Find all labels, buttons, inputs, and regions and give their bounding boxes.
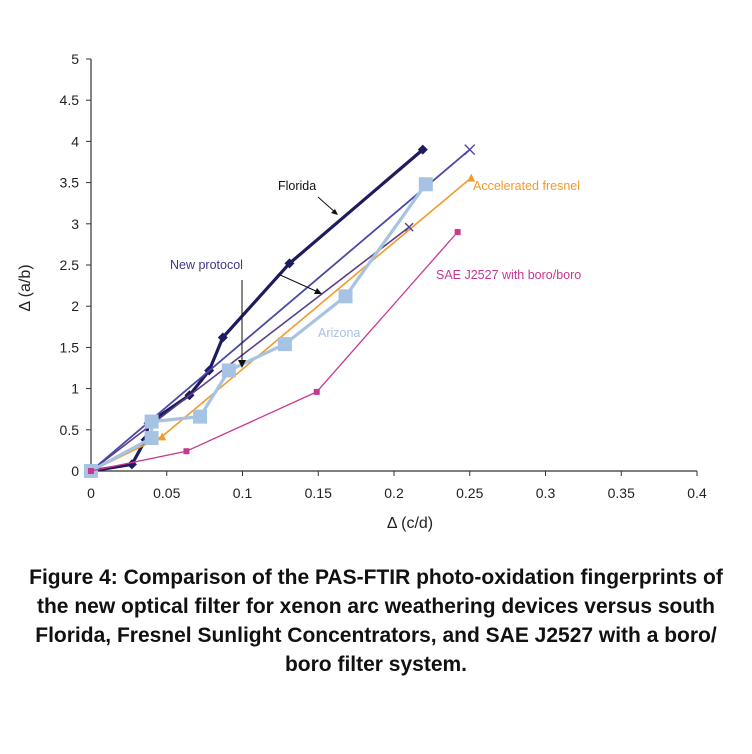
annotation-new-protocol-arrowhead-right xyxy=(314,288,322,294)
data-point-arizona xyxy=(221,363,236,378)
x-tick-label: 0.15 xyxy=(305,485,332,501)
chart-series xyxy=(84,144,476,478)
y-tick-label: 3.5 xyxy=(60,175,80,191)
annotation-new-protocol-arrow-right xyxy=(277,273,319,293)
data-point-sae-j2527-with-boro-boro xyxy=(88,468,94,474)
x-tick-label: 0.2 xyxy=(384,485,404,501)
data-point-florida xyxy=(217,332,228,343)
y-tick-label: 0 xyxy=(71,463,79,479)
x-tick-label: 0 xyxy=(87,485,95,501)
y-tick-label: 4.5 xyxy=(60,92,80,108)
y-tick-label: 3 xyxy=(71,216,79,232)
y-tick-label: 2 xyxy=(71,298,79,314)
chart-ticks: 0 0.05 0.1 0.15 0.2 0.25 0.3 0.35 0.4 0 0.5 1 1.5 2 2.… xyxy=(60,51,707,501)
data-point-arizona xyxy=(338,289,353,304)
data-point-florida xyxy=(284,258,295,269)
data-point-arizona xyxy=(418,177,433,192)
x-tick-label: 0.25 xyxy=(456,485,483,501)
x-tick-label: 0.3 xyxy=(536,485,556,501)
data-point-accelerated-fresnel xyxy=(467,173,476,182)
annotation-arizona: Arizona xyxy=(318,326,360,340)
series-line-florida xyxy=(90,148,424,473)
y-tick-label: 4 xyxy=(71,133,79,149)
annotation-florida: Florida xyxy=(278,179,316,193)
data-point-new-protocol xyxy=(464,144,476,156)
annotation-accelerated-fresnel: Accelerated fresnel xyxy=(473,179,580,193)
annotation-florida-arrow xyxy=(317,196,337,214)
chart: 0 0.05 0.1 0.15 0.2 0.25 0.3 0.35 0.4 0 0.5 1 1.5 2 2.… xyxy=(17,51,707,532)
x-tick-label: 0.4 xyxy=(687,485,707,501)
data-point-arizona xyxy=(277,337,292,352)
series-line-new-protocol-xenon xyxy=(90,226,410,472)
figure-caption: Figure 4: Comparison of the PAS-FTIR pho… xyxy=(29,566,723,676)
data-point-arizona xyxy=(193,409,208,424)
y-tick-label: 1 xyxy=(71,381,79,397)
y-tick-label: 2.5 xyxy=(60,257,80,273)
data-point-arizona xyxy=(144,414,159,429)
data-point-new-protocol-xenon xyxy=(404,222,414,232)
annotation-florida-arrowhead xyxy=(331,209,338,215)
data-point-sae-j2527-with-boro-boro xyxy=(183,448,190,455)
data-point-arizona xyxy=(144,431,159,446)
data-point-sae-j2527-with-boro-boro xyxy=(313,388,320,395)
series-line-sae-j2527-with-boro-boro xyxy=(90,231,459,472)
x-tick-label: 0.1 xyxy=(233,485,253,501)
annotation-sae-j2527: SAE J2527 with boro/boro xyxy=(436,268,581,282)
data-point-sae-j2527-with-boro-boro xyxy=(454,229,461,236)
data-point-florida xyxy=(417,144,428,155)
annotation-new-protocol-arrowhead-down xyxy=(238,360,246,368)
y-tick-label: 1.5 xyxy=(60,339,80,355)
y-axis-label: Δ (a/b) xyxy=(17,264,34,311)
x-tick-label: 0.05 xyxy=(153,485,180,501)
data-point-accelerated-fresnel xyxy=(158,432,167,441)
y-tick-label: 5 xyxy=(71,51,79,67)
x-tick-label: 0.35 xyxy=(608,485,635,501)
y-tick-label: 0.5 xyxy=(60,422,80,438)
annotation-new-protocol: New protocol xyxy=(170,258,243,272)
x-axis-label: Δ (c/d) xyxy=(387,515,433,532)
